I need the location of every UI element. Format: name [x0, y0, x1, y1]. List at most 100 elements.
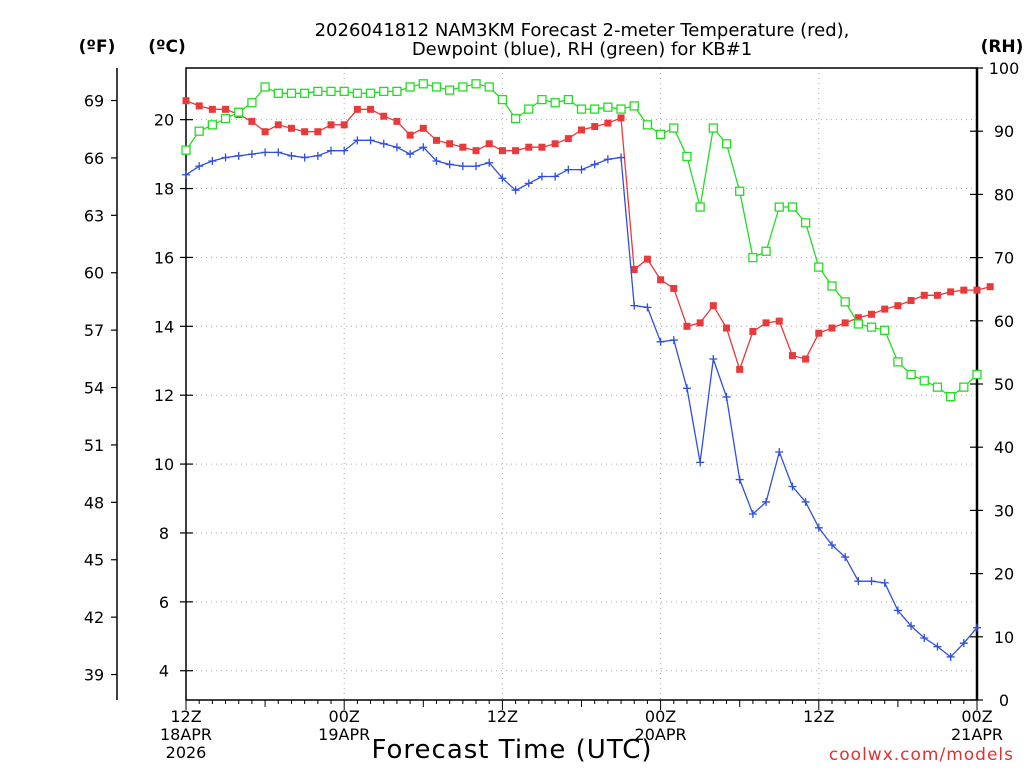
fahrenheit-tick-label: 60	[84, 264, 104, 283]
rh-point	[761, 246, 771, 256]
rh-tick-label: 20	[994, 565, 1014, 584]
rh-point	[906, 369, 916, 380]
temperature-point	[881, 305, 889, 313]
dewpoint-point	[880, 578, 889, 587]
rh-point	[220, 113, 231, 124]
rh-point	[510, 113, 521, 124]
temperature-point	[472, 147, 480, 155]
fahrenheit-tick-label: 63	[84, 206, 104, 225]
dewpoint-point	[603, 155, 612, 164]
rh-point	[748, 252, 758, 263]
rh-point	[787, 202, 798, 212]
dewpoint-point	[287, 151, 296, 160]
temperature-point	[340, 121, 348, 129]
temperature-point	[604, 119, 612, 127]
time-tick-label: 12Z	[487, 707, 518, 726]
rh-point	[352, 88, 363, 98]
time-tick-label: 2026	[166, 743, 207, 762]
dewpoint-point	[617, 153, 626, 162]
series-dewpoint	[182, 136, 981, 661]
fahrenheit-unit-label: (ºF)	[79, 37, 116, 57]
rh-point	[273, 88, 283, 98]
rh-tick-label: 10	[994, 628, 1014, 647]
rh-point	[840, 297, 850, 307]
rh-tick-label: 60	[994, 312, 1014, 331]
dewpoint-point	[340, 146, 349, 155]
temperature-point	[248, 117, 256, 125]
rh-point	[774, 202, 784, 212]
dewpoint-point	[577, 165, 586, 174]
dewpoint-point	[709, 355, 718, 364]
chart-title-line: 2026041812 NAM3KM Forecast 2-meter Tempe…	[315, 20, 850, 41]
temperature-point	[802, 355, 810, 363]
rh-tick-label: 0	[999, 691, 1009, 710]
rh-point	[919, 376, 929, 386]
rh-point	[207, 120, 218, 130]
temperature-point	[670, 284, 678, 292]
rh-point	[247, 98, 257, 108]
fahrenheit-tick-label: 66	[84, 149, 104, 168]
rh-point	[563, 94, 573, 105]
dewpoint-point	[933, 642, 942, 651]
temperature-point	[894, 302, 902, 310]
rh-point	[682, 151, 692, 162]
temperature-point	[947, 288, 955, 296]
rh-point	[181, 145, 191, 155]
temperature-point	[208, 105, 216, 113]
time-tick-label: 19APR	[318, 725, 370, 744]
temperature-point	[393, 117, 401, 125]
rh-point	[445, 85, 455, 95]
time-tick-label: 21APR	[951, 725, 1003, 744]
temperature-point	[630, 265, 638, 273]
dewpoint-point	[234, 151, 243, 160]
temperature-point	[749, 327, 757, 335]
temperature-point	[525, 143, 533, 151]
temperature-point	[512, 147, 520, 155]
rh-point	[629, 101, 639, 111]
rh-point	[458, 82, 468, 92]
rh-point	[945, 391, 956, 402]
dewpoint-point	[511, 186, 520, 195]
rh-point	[866, 322, 877, 332]
time-tick-label: 00Z	[329, 707, 360, 726]
temperature-point	[459, 143, 467, 151]
dewpoint-point	[406, 150, 415, 159]
dewpoint-point	[392, 143, 401, 152]
temperature-point	[933, 291, 941, 299]
rh-point	[616, 104, 626, 114]
temperature-point	[538, 143, 546, 151]
dewpoint-point	[788, 482, 797, 491]
dewpoint-point	[195, 162, 204, 171]
fahrenheit-tick-label: 45	[84, 551, 104, 570]
dewpoint-point	[814, 523, 823, 532]
fahrenheit-tick-label: 57	[84, 321, 104, 340]
rh-tick-label: 30	[994, 501, 1014, 520]
rh-point	[800, 218, 811, 228]
rh-point	[893, 357, 903, 367]
dewpoint-point	[907, 621, 916, 630]
rh-point	[972, 369, 982, 380]
rh-point	[418, 79, 428, 89]
temperature-point	[274, 121, 282, 129]
temperature-point	[195, 102, 203, 110]
dewpoint-point	[762, 497, 771, 506]
rh-point	[260, 82, 270, 92]
rh-tick-label: 40	[994, 438, 1014, 457]
temperature-point	[551, 140, 559, 148]
dewpoint-point	[498, 174, 507, 183]
dewpoint-point	[313, 151, 322, 160]
rh-point	[721, 139, 732, 149]
rh-point	[537, 94, 547, 105]
celsius-tick-label: 6	[159, 593, 169, 612]
dewpoint-point	[973, 623, 981, 632]
dewpoint-point	[696, 458, 705, 467]
rh-tick-label: 50	[994, 375, 1014, 394]
rh-point	[392, 86, 402, 97]
dewpoint-point	[247, 150, 256, 159]
time-tick-label: 12Z	[803, 707, 834, 726]
dewpoint-point	[656, 337, 665, 346]
dewpoint-point	[182, 170, 190, 179]
temperature-point	[736, 365, 744, 373]
plot-frame	[185, 67, 978, 701]
dewpoint-point	[841, 553, 850, 562]
